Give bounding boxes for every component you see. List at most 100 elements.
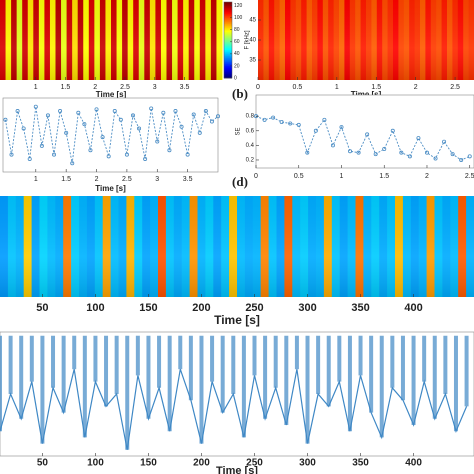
point xyxy=(185,152,190,157)
x-tick-label: 3 xyxy=(153,84,157,91)
point xyxy=(82,122,87,127)
point xyxy=(76,110,81,115)
x-tick-label: 0 xyxy=(254,173,258,180)
x-tick-label: 100 xyxy=(86,302,104,314)
colorbar-frame xyxy=(223,1,233,79)
x-tick-label: 2.5 xyxy=(450,84,460,91)
point xyxy=(390,128,395,133)
colorbar-step xyxy=(224,12,232,15)
colorbar-label: 120 xyxy=(234,3,243,9)
x-tick-label: 1 xyxy=(34,84,38,91)
x-tick-label: 150 xyxy=(140,458,157,469)
plot-bg xyxy=(255,94,474,169)
colorbar-step xyxy=(224,38,232,41)
x-tick-label: 2 xyxy=(425,173,429,180)
colorbar-step xyxy=(224,6,232,9)
point xyxy=(296,122,301,127)
colorbar-step xyxy=(224,62,232,65)
x-tick-label: 400 xyxy=(404,302,422,314)
point xyxy=(21,126,26,131)
colorbar-label: 40 xyxy=(234,51,240,57)
x-tick-label: 3.5 xyxy=(180,84,190,91)
colorbar-step xyxy=(224,40,232,43)
colorbar-step xyxy=(224,50,232,53)
point xyxy=(70,161,75,166)
x-tick-label: 350 xyxy=(351,302,369,314)
colorbar-step xyxy=(224,44,232,47)
point xyxy=(209,119,214,124)
colorbar-step xyxy=(224,4,232,7)
point xyxy=(88,148,93,153)
colorbar-step xyxy=(224,34,232,37)
panel-label: (d) xyxy=(232,174,248,189)
y-tick-label: 40 xyxy=(249,38,256,44)
x-tick-label: 400 xyxy=(405,458,422,469)
colorbar-step xyxy=(224,18,232,21)
texture xyxy=(258,0,474,80)
colorbar-step xyxy=(224,30,232,33)
point xyxy=(305,150,310,155)
colorbar-step xyxy=(224,48,232,51)
point xyxy=(33,104,38,109)
point xyxy=(322,117,327,122)
x-tick-label: 3 xyxy=(155,176,159,183)
x-axis-label: Time [s] xyxy=(214,313,260,327)
point xyxy=(313,128,318,133)
x-axis-label: Time [s] xyxy=(351,90,382,99)
point xyxy=(155,139,160,144)
point xyxy=(279,120,284,125)
colorbar-step xyxy=(224,76,232,79)
colorbar-step xyxy=(224,54,232,57)
colorbar-step xyxy=(224,16,232,19)
x-tick-label: 1.5 xyxy=(61,84,71,91)
colorbar-step xyxy=(224,22,232,25)
point xyxy=(3,117,8,122)
colorbar-step xyxy=(224,72,232,75)
point xyxy=(45,113,50,118)
colorbar-label: 60 xyxy=(234,39,240,45)
x-tick-label: 1.5 xyxy=(371,84,381,91)
colorbar-step xyxy=(224,2,232,5)
colorbar-step xyxy=(224,28,232,31)
x-tick-label: 300 xyxy=(299,458,316,469)
colorbar-step xyxy=(224,68,232,71)
x-axis-label: Time [s] xyxy=(216,465,258,474)
point xyxy=(58,109,63,114)
point xyxy=(100,135,105,140)
point xyxy=(124,152,129,157)
point xyxy=(433,156,438,161)
point xyxy=(416,136,421,141)
point xyxy=(356,150,361,155)
x-tick-label: 100 xyxy=(87,458,104,469)
x-tick-label: 2 xyxy=(93,84,97,91)
colorbar-step xyxy=(224,46,232,49)
colorbar-step xyxy=(224,52,232,55)
x-tick-label: 1 xyxy=(335,84,339,91)
colorbar-step xyxy=(224,66,232,69)
x-tick-label: 1 xyxy=(340,173,344,180)
plot-bg xyxy=(2,97,219,173)
x-tick-label: 1 xyxy=(34,176,38,183)
point xyxy=(64,130,69,135)
colorbar-label: 20 xyxy=(234,63,240,69)
y-tick-label: 0.6 xyxy=(246,128,255,134)
colorbar-step xyxy=(224,42,232,45)
y-axis-label: SE xyxy=(236,127,242,135)
colorbar-step xyxy=(224,26,232,29)
point xyxy=(467,154,472,159)
point xyxy=(143,156,148,161)
plot-bg xyxy=(0,331,474,457)
colorbar-step xyxy=(224,32,232,35)
colorbar-label: 100 xyxy=(234,15,243,21)
x-tick-label: 350 xyxy=(352,458,369,469)
point xyxy=(52,152,57,157)
x-tick-label: 2.5 xyxy=(122,176,132,183)
x-tick-label: 0.5 xyxy=(294,173,304,180)
y-axis-label: F [kHz] xyxy=(245,30,251,49)
point xyxy=(137,126,142,131)
point xyxy=(106,154,111,159)
colorbar-step xyxy=(224,64,232,67)
colorbar-step xyxy=(224,14,232,17)
y-tick-label: 0.2 xyxy=(246,158,255,164)
